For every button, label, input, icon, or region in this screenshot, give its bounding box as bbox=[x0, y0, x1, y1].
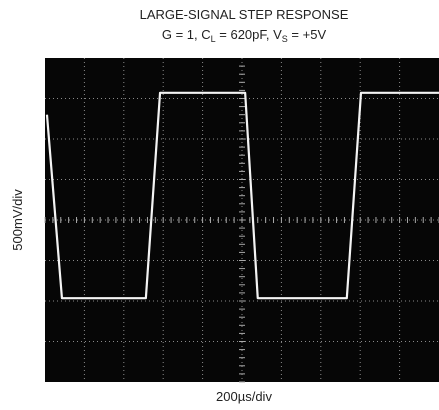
subtitle-text: = +5V bbox=[288, 27, 327, 42]
subtitle-text: = 620pF, V bbox=[216, 27, 282, 42]
x-axis-label: 200µs/div bbox=[216, 389, 272, 404]
chart-subtitle: G = 1, CL = 620pF, VS = +5V bbox=[162, 27, 327, 44]
graticule bbox=[44, 58, 439, 383]
subtitle-text: G = 1, C bbox=[162, 27, 211, 42]
y-axis-label: 500mV/div bbox=[10, 189, 25, 251]
subtitle-subscript: S bbox=[282, 34, 288, 44]
chart-title: LARGE-SIGNAL STEP RESPONSE bbox=[140, 7, 349, 22]
subtitle-subscript: L bbox=[211, 34, 216, 44]
trace bbox=[45, 91, 439, 300]
